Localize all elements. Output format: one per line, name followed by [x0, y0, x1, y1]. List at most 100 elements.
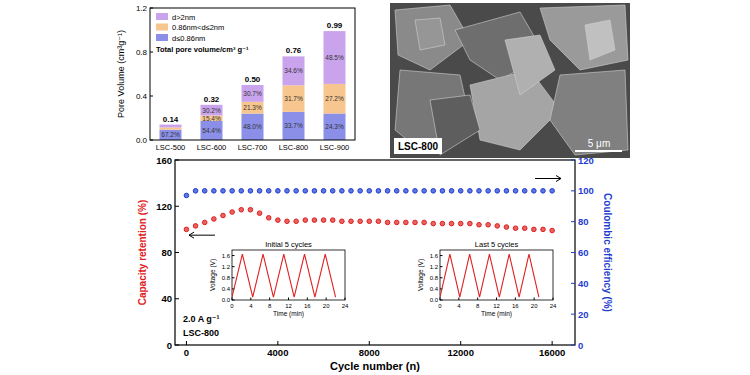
x-tick-label: 12 [285, 303, 292, 309]
bar-segment [160, 130, 182, 140]
y-tick-label: 1.6 [430, 253, 439, 259]
point [422, 189, 427, 194]
bar-labels: 67.2%54.4%48.0%33.7%24.3%15.4%21.3%31.7%… [161, 21, 344, 138]
point [367, 219, 372, 224]
y2-tick-label: 100 [578, 185, 594, 196]
point [276, 218, 281, 223]
scale-bar-label: 5 μm [588, 138, 610, 149]
bar-segment [283, 56, 305, 85]
y-tick-label: 40 [161, 293, 172, 304]
point [495, 224, 500, 229]
bar-segment [283, 85, 305, 112]
bar-segment [242, 102, 264, 114]
point [321, 189, 326, 194]
total-label: 0.76 [286, 46, 302, 55]
point [276, 189, 281, 194]
y-tick [440, 266, 443, 267]
x-tick-label: LSC-700 [238, 143, 268, 152]
x-tick-label: 24 [550, 303, 557, 309]
y-tick-label: 0.0 [222, 297, 231, 303]
total-label: 0.99 [327, 21, 343, 30]
total-label: 0.50 [245, 75, 261, 84]
legend-label: 0.86nm<d≤2nm [172, 23, 224, 32]
y-tick [440, 255, 443, 256]
point [385, 220, 390, 225]
point [404, 220, 409, 225]
point [230, 189, 235, 194]
point [358, 219, 363, 224]
y-tick [175, 345, 179, 346]
inset-lines [232, 254, 336, 297]
point [376, 219, 381, 224]
inset-frame [232, 250, 345, 300]
x-tick-label: LSC-800 [279, 143, 309, 152]
y2-tick [571, 345, 575, 346]
percent-label: 30.7% [243, 90, 262, 97]
x-tick-label: 8000 [359, 347, 380, 358]
point [541, 189, 546, 194]
point [230, 210, 235, 215]
sem-flake [540, 5, 628, 70]
x-tick-label: 12 [493, 303, 500, 309]
legend-swatch [156, 34, 168, 41]
x-axis-label: Time (min) [481, 310, 512, 318]
y2-tick [571, 221, 575, 222]
x-tick-label: LSC-500 [156, 143, 186, 152]
point [404, 189, 409, 194]
bar-segment [201, 115, 223, 120]
y-axis-label: Capacity retention (%) [137, 200, 148, 306]
x-tick [345, 298, 346, 301]
y-tick [440, 300, 443, 301]
percent-label: 48.5% [325, 54, 344, 61]
point [532, 189, 537, 194]
bar-segment [324, 84, 346, 114]
legend: d>2nm0.86nm<d≤2nmd≤0.86nmTotal pore volu… [156, 13, 249, 54]
y-tick [232, 255, 235, 256]
bar-segment [324, 31, 346, 84]
voltage-line [232, 254, 336, 297]
percent-label: 48.0% [243, 123, 262, 130]
annotation: LSC-800 [183, 328, 219, 338]
inset-lines [440, 254, 539, 297]
y-tick [150, 8, 153, 9]
point [486, 222, 491, 227]
point [285, 219, 290, 224]
percent-label: 67.2% [161, 131, 180, 138]
point [550, 189, 555, 194]
x-tick-label: 8 [476, 303, 480, 309]
x-tick [477, 298, 478, 301]
y-tick-label: 120 [156, 201, 172, 212]
bar-segment [242, 114, 264, 140]
point [294, 189, 299, 194]
x-tick [186, 341, 187, 345]
point [193, 224, 198, 229]
point [513, 226, 518, 231]
point [495, 189, 500, 194]
y-tick [440, 277, 443, 278]
x-tick-label: 16 [512, 303, 519, 309]
bar-segment [201, 121, 223, 140]
point [340, 189, 345, 194]
point [257, 211, 262, 216]
percent-label: 34.6% [284, 67, 303, 74]
x-tick-label: 20 [531, 303, 538, 309]
point [349, 219, 354, 224]
x-tick [369, 341, 370, 345]
point [221, 189, 226, 194]
axis-arrow [535, 176, 561, 182]
point [422, 220, 427, 225]
point [486, 189, 491, 194]
point [541, 227, 546, 232]
y2-axis-label: Coulombic efficiency (%) [602, 193, 613, 312]
y-tick-label: 80 [161, 247, 172, 258]
cycling-chart: 0400080001200016000040801201600204060801… [137, 155, 613, 373]
percent-label: 24.3% [325, 123, 344, 130]
inset-chart: 048121620240.00.40.81.21.6Last 5 cyclesT… [417, 240, 557, 318]
y2-tick [571, 160, 575, 161]
point [477, 222, 482, 227]
percent-label: 15.4% [202, 115, 221, 122]
y-tick-label: 0.8 [430, 275, 439, 281]
sem-image: LSC-8005 μm [390, 3, 630, 158]
y-tick [232, 277, 235, 278]
y-tick-label: 0.4 [430, 286, 439, 292]
